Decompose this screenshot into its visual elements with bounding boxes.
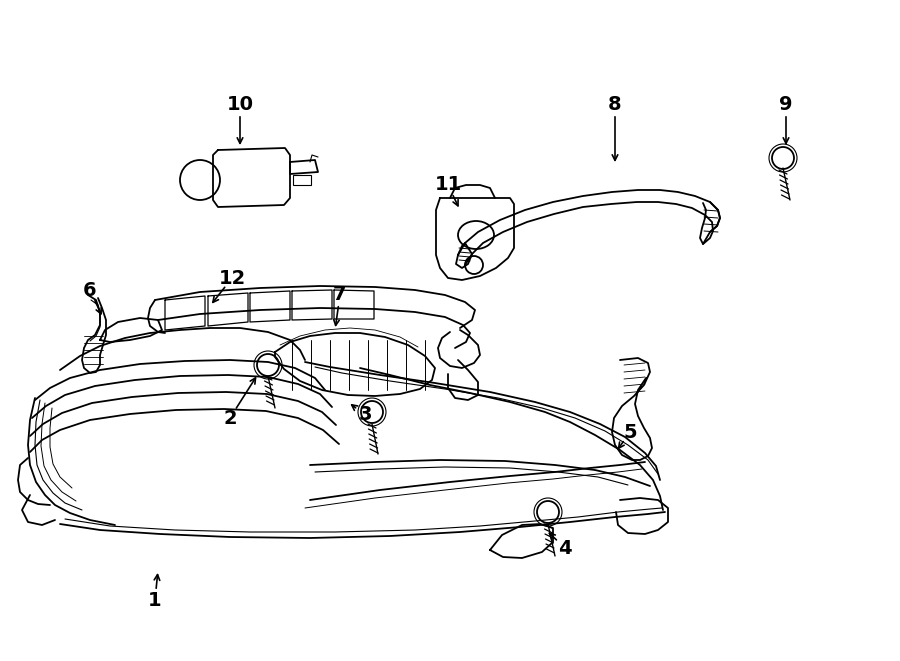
Text: 6: 6 [83, 280, 97, 299]
Text: 1: 1 [148, 590, 162, 609]
Text: 3: 3 [358, 405, 372, 424]
Text: 2: 2 [223, 408, 237, 428]
Text: 8: 8 [608, 95, 622, 114]
Text: 4: 4 [558, 539, 572, 557]
Text: 7: 7 [333, 286, 346, 305]
Text: 10: 10 [227, 95, 254, 114]
Text: 11: 11 [435, 176, 462, 194]
Text: 5: 5 [623, 422, 637, 442]
Bar [293, 175, 311, 185]
Text: 9: 9 [779, 95, 793, 114]
Text: 12: 12 [219, 268, 246, 288]
